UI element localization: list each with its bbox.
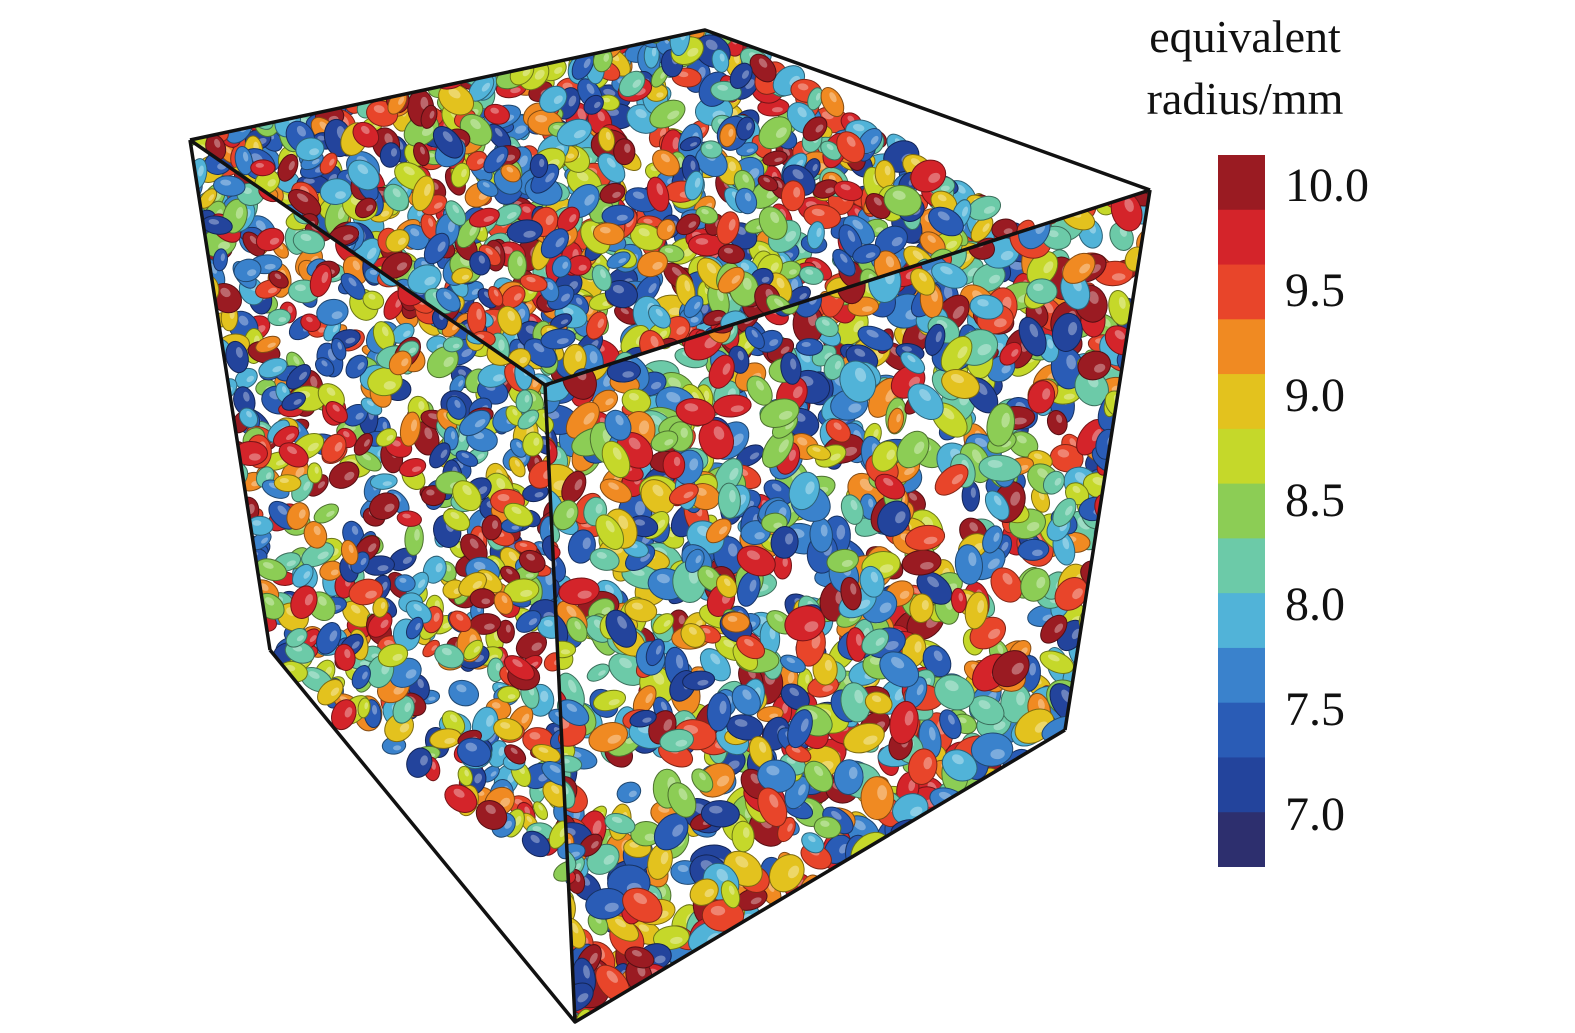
colorbar-band (1218, 428, 1265, 485)
colorbar (1218, 155, 1265, 867)
colorbar-tick-label: 9.5 (1285, 264, 1345, 318)
colorbar-band (1218, 757, 1265, 813)
colorbar-band (1218, 264, 1265, 320)
colorbar-tick-label: 7.5 (1285, 682, 1345, 736)
colorbar-band (1218, 538, 1265, 594)
colorbar-band (1218, 209, 1265, 266)
colorbar-band (1218, 374, 1265, 430)
cube-edge-right-vertical (1063, 189, 1152, 731)
colorbar-band (1218, 155, 1265, 211)
colorbar-band (1218, 702, 1265, 759)
colorbar-band (1218, 319, 1265, 375)
colorbar-tick-label: 10.0 (1285, 159, 1369, 213)
colorbar-band (1218, 483, 1265, 539)
cube-wireframe (188, 28, 1152, 1024)
colorbar-band (1218, 647, 1265, 704)
colorbar-tick-label: 9.0 (1285, 368, 1345, 422)
cube-edge-front-vertical (543, 384, 577, 1023)
cube-edge-top-back (189, 28, 1151, 192)
colorbar-band (1218, 593, 1265, 649)
colorbar-title-line1: equivalent (1149, 11, 1341, 62)
cube-edge-left-vertical (188, 139, 272, 651)
colorbar-tick-label: 8.0 (1285, 578, 1345, 632)
colorbar-title-line2: radius/mm (1146, 73, 1344, 124)
colorbar-band (1218, 812, 1265, 867)
cube-edge-bottom (268, 648, 1066, 1024)
colorbar-tick-label: 8.5 (1285, 473, 1345, 527)
colorbar-tick-label: 7.0 (1285, 787, 1345, 841)
